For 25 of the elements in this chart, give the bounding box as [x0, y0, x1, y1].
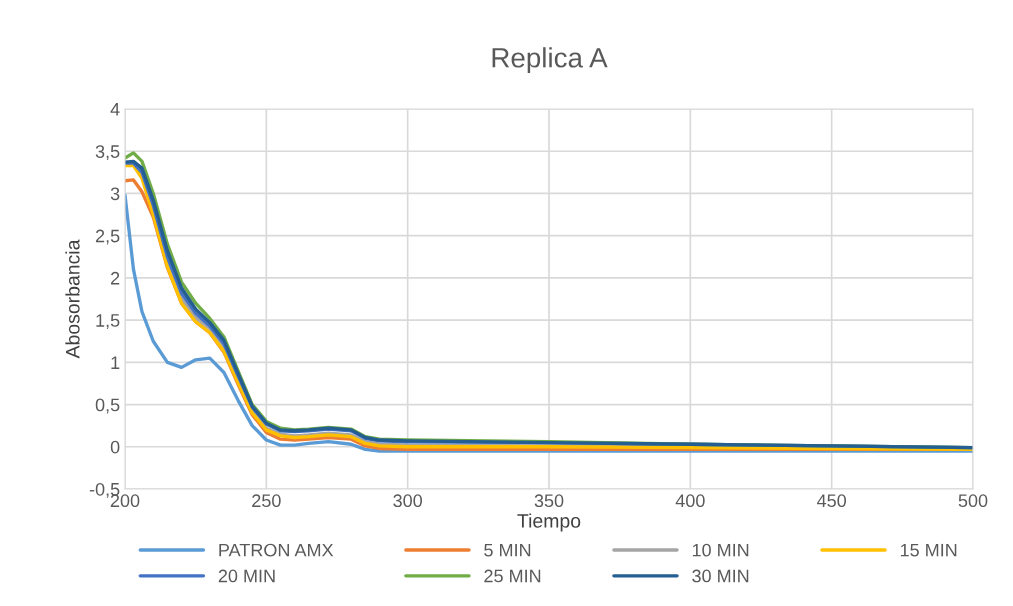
- y-tick-label: 0,5: [95, 398, 120, 414]
- y-tick-label: 3,5: [95, 145, 120, 161]
- legend-label: 20 MIN: [218, 569, 275, 583]
- legend-label: 5 MIN: [484, 543, 531, 557]
- legend-label: 25 MIN: [484, 569, 541, 583]
- y-tick-label: 2,5: [95, 229, 120, 245]
- y-tick-label: 1: [111, 356, 120, 369]
- y-tick-label: 0: [110, 440, 120, 454]
- x-axis-title: Tiempo: [517, 513, 581, 532]
- y-tick-label: 1,5: [96, 314, 120, 329]
- x-tick-label: 400: [675, 494, 705, 508]
- x-tick-label: 500: [958, 494, 988, 508]
- legend-label: 15 MIN: [900, 543, 957, 557]
- x-tick-label: 450: [817, 494, 847, 508]
- y-axis-title: Abosorbancia: [65, 239, 80, 359]
- legend-label: 10 MIN: [692, 543, 749, 557]
- legend-label: PATRON AMX: [219, 543, 334, 557]
- y-tick-label: 3: [110, 187, 120, 201]
- legend-label: 30 MIN: [692, 569, 749, 583]
- x-tick-label: 250: [252, 494, 281, 508]
- y-tick-label: 2: [111, 271, 120, 285]
- x-tick-label: 300: [393, 494, 423, 508]
- y-tick-label: 4: [110, 103, 120, 116]
- chart-title: Replica A: [492, 47, 608, 74]
- x-tick-label: 350: [534, 494, 564, 508]
